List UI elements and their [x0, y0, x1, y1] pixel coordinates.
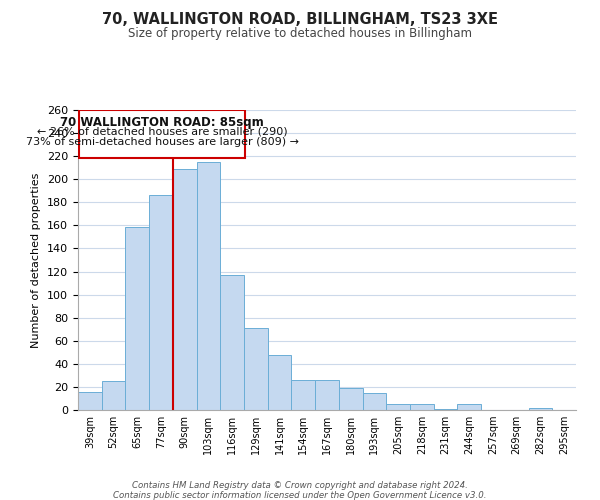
Text: Size of property relative to detached houses in Billingham: Size of property relative to detached ho…: [128, 28, 472, 40]
Text: Contains HM Land Registry data © Crown copyright and database right 2024.: Contains HM Land Registry data © Crown c…: [132, 481, 468, 490]
Text: 70 WALLINGTON ROAD: 85sqm: 70 WALLINGTON ROAD: 85sqm: [61, 116, 264, 129]
Text: ← 26% of detached houses are smaller (290): ← 26% of detached houses are smaller (29…: [37, 126, 287, 136]
Bar: [78, 392, 102, 410]
Bar: [457, 404, 481, 410]
Bar: [102, 381, 125, 410]
Text: 73% of semi-detached houses are larger (809) →: 73% of semi-detached houses are larger (…: [26, 136, 299, 146]
Bar: [268, 354, 292, 410]
FancyBboxPatch shape: [79, 110, 245, 158]
Bar: [410, 404, 434, 410]
Bar: [386, 404, 410, 410]
Y-axis label: Number of detached properties: Number of detached properties: [31, 172, 41, 348]
Text: Contains public sector information licensed under the Open Government Licence v3: Contains public sector information licen…: [113, 491, 487, 500]
Bar: [292, 380, 315, 410]
Bar: [529, 408, 552, 410]
Text: 70, WALLINGTON ROAD, BILLINGHAM, TS23 3XE: 70, WALLINGTON ROAD, BILLINGHAM, TS23 3X…: [102, 12, 498, 28]
Bar: [149, 196, 173, 410]
Bar: [197, 162, 220, 410]
Bar: [315, 380, 339, 410]
Bar: [339, 388, 362, 410]
Bar: [362, 392, 386, 410]
Bar: [220, 275, 244, 410]
Bar: [173, 169, 197, 410]
Bar: [125, 226, 149, 410]
Bar: [244, 328, 268, 410]
Bar: [434, 409, 457, 410]
